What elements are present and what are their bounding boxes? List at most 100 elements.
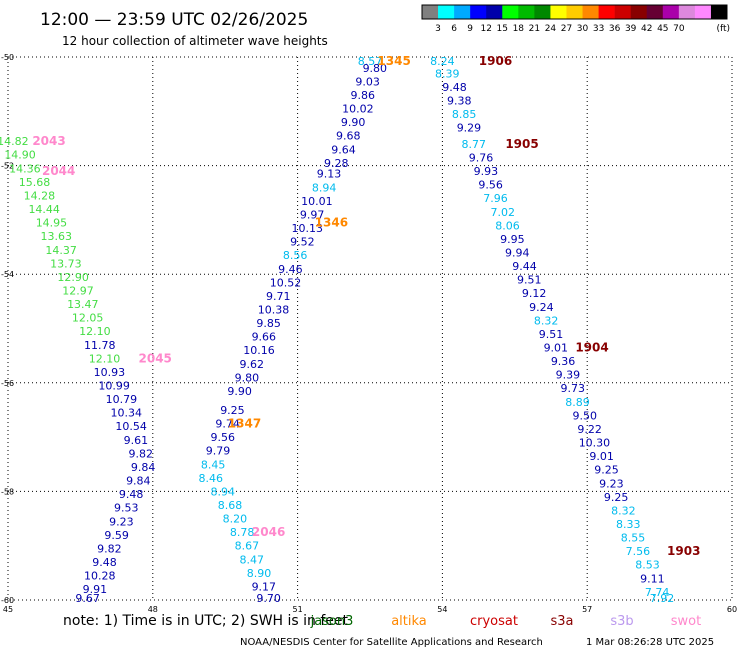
swh-value: 13.47 — [67, 298, 99, 311]
swh-value: 14.90 — [4, 149, 36, 162]
chart-title: 12:00 — 23:59 UTC 02/26/2025 — [40, 10, 308, 30]
swh-value: 8.46 — [198, 472, 223, 485]
pass-time-labels: 1345 1346 1347 1906 1905 1904 1903 2043 2044 2045… — [32, 54, 700, 558]
pass-time-label: 1904 — [575, 341, 608, 355]
swh-value: 8.67 — [235, 540, 260, 553]
footer-note: note: 1) Time is in UTC; 2) SWH is in fe… — [63, 613, 349, 629]
swh-value: 9.50 — [573, 409, 598, 422]
swh-value: 7.96 — [483, 192, 508, 205]
swh-value: 8.55 — [621, 532, 646, 545]
swh-value: 10.99 — [98, 380, 130, 393]
color-scale-swatch — [534, 5, 551, 19]
color-scale-swatch — [550, 5, 567, 19]
color-scale-swatch — [518, 5, 535, 19]
pass-time-label: 1346 — [315, 216, 348, 230]
swh-value: 8.33 — [616, 518, 641, 531]
swh-value: 9.84 — [131, 461, 156, 474]
swh-value: 9.80 — [363, 62, 388, 75]
x-tick-label: 45 — [3, 605, 13, 614]
chart-subtitle: 12 hour collection of altimeter wave hei… — [62, 34, 328, 48]
swh-value: 14.28 — [24, 189, 56, 202]
swh-value: 9.28 — [324, 157, 349, 170]
swh-value: 7.56 — [626, 545, 651, 558]
swh-value: 12.05 — [72, 312, 104, 325]
swh-value: 9.29 — [457, 122, 482, 135]
pass-time-label: 2045 — [139, 351, 172, 365]
swh-value: 9.70 — [256, 592, 281, 605]
swh-value: 14.36 — [9, 162, 41, 175]
swh-value: 9.36 — [551, 355, 576, 368]
swh-value: 13.63 — [41, 230, 73, 243]
x-tick-label: 60 — [727, 605, 737, 614]
swh-value: 9.71 — [266, 290, 291, 303]
pass-time-label: 1347 — [228, 417, 261, 431]
swh-value: 9.51 — [517, 274, 542, 287]
color-scale-label: 36 — [609, 24, 621, 34]
color-scale-label: 42 — [641, 24, 652, 34]
y-tick-label: -54 — [1, 270, 14, 279]
swh-value: 10.93 — [94, 366, 126, 379]
swh-value: 9.97 — [300, 208, 325, 221]
color-scale-label: 30 — [577, 24, 589, 34]
swh-value: 9.86 — [351, 89, 376, 102]
swh-value: 9.24 — [529, 301, 554, 314]
color-scale-label: 45 — [657, 24, 668, 34]
swh-value: 8.77 — [462, 138, 487, 151]
swh-value: 9.94 — [505, 246, 530, 259]
swh-value: 9.53 — [114, 502, 139, 515]
swh-value: 10.16 — [243, 344, 275, 357]
x-tick-label: 51 — [293, 605, 303, 614]
y-tick-label: -50 — [1, 53, 14, 62]
y-tick-label: -60 — [1, 596, 14, 605]
swh-value: 9.90 — [227, 385, 252, 398]
swh-value: 9.23 — [599, 477, 624, 490]
swh-value: 9.48 — [92, 556, 117, 569]
color-scale-swatch — [598, 5, 615, 19]
swh-value: 11.78 — [84, 339, 116, 352]
swh-value: 12.10 — [79, 325, 111, 338]
swh-value: 9.38 — [447, 94, 472, 107]
swh-value: 8.47 — [239, 553, 264, 566]
satellite-legend-item: s3b — [610, 614, 633, 629]
swh-value: 10.01 — [301, 195, 333, 208]
swh-value: 9.80 — [235, 371, 260, 384]
swh-value: 14.37 — [45, 244, 77, 257]
swh-value: 9.39 — [556, 369, 581, 382]
pass-time-label: 1903 — [667, 544, 700, 558]
color-scale-swatch — [470, 5, 487, 19]
swh-value: 8.78 — [230, 526, 255, 539]
swh-value: 9.64 — [331, 143, 356, 156]
swh-value: 9.79 — [206, 445, 231, 458]
pass-time-label: 2046 — [252, 525, 285, 539]
swh-value: 9.56 — [211, 431, 236, 444]
color-scale-label: 39 — [625, 24, 637, 34]
swh-value: 8.94 — [312, 181, 337, 194]
swh-readings: 8.579.809.039.8610.029.909.689.649.289.1… — [0, 55, 674, 605]
swh-value: 10.30 — [579, 437, 611, 450]
swh-value: 9.95 — [500, 233, 525, 246]
swh-value: 9.84 — [126, 475, 151, 488]
swh-value: 8.85 — [452, 108, 477, 121]
swh-value: 8.45 — [201, 458, 226, 471]
swh-value: 9.11 — [640, 572, 665, 585]
swh-value: 12.10 — [89, 352, 121, 365]
swh-value: 9.61 — [124, 434, 149, 447]
swh-value: 8.90 — [247, 567, 272, 580]
satellite-legend-item: jason3 — [310, 614, 354, 629]
swh-value: 9.25 — [594, 464, 619, 477]
color-scale-label: 12 — [480, 24, 491, 34]
swh-value: 8.24 — [430, 55, 455, 68]
swh-value: 9.01 — [544, 342, 569, 355]
swh-value: 10.52 — [270, 276, 302, 289]
swh-value: 9.23 — [109, 515, 134, 528]
plot-grid — [7, 56, 733, 601]
swh-value: 9.90 — [341, 116, 366, 129]
swh-value: 9.68 — [336, 130, 361, 143]
pass-time-label: 2043 — [32, 134, 65, 148]
swh-value: 9.73 — [560, 382, 585, 395]
swh-value: 10.38 — [258, 303, 290, 316]
color-scale-label: 70 — [673, 24, 685, 34]
color-scale-swatch — [710, 5, 728, 19]
swh-value: 8.20 — [223, 513, 248, 526]
swh-value: 7.74 — [645, 586, 670, 599]
